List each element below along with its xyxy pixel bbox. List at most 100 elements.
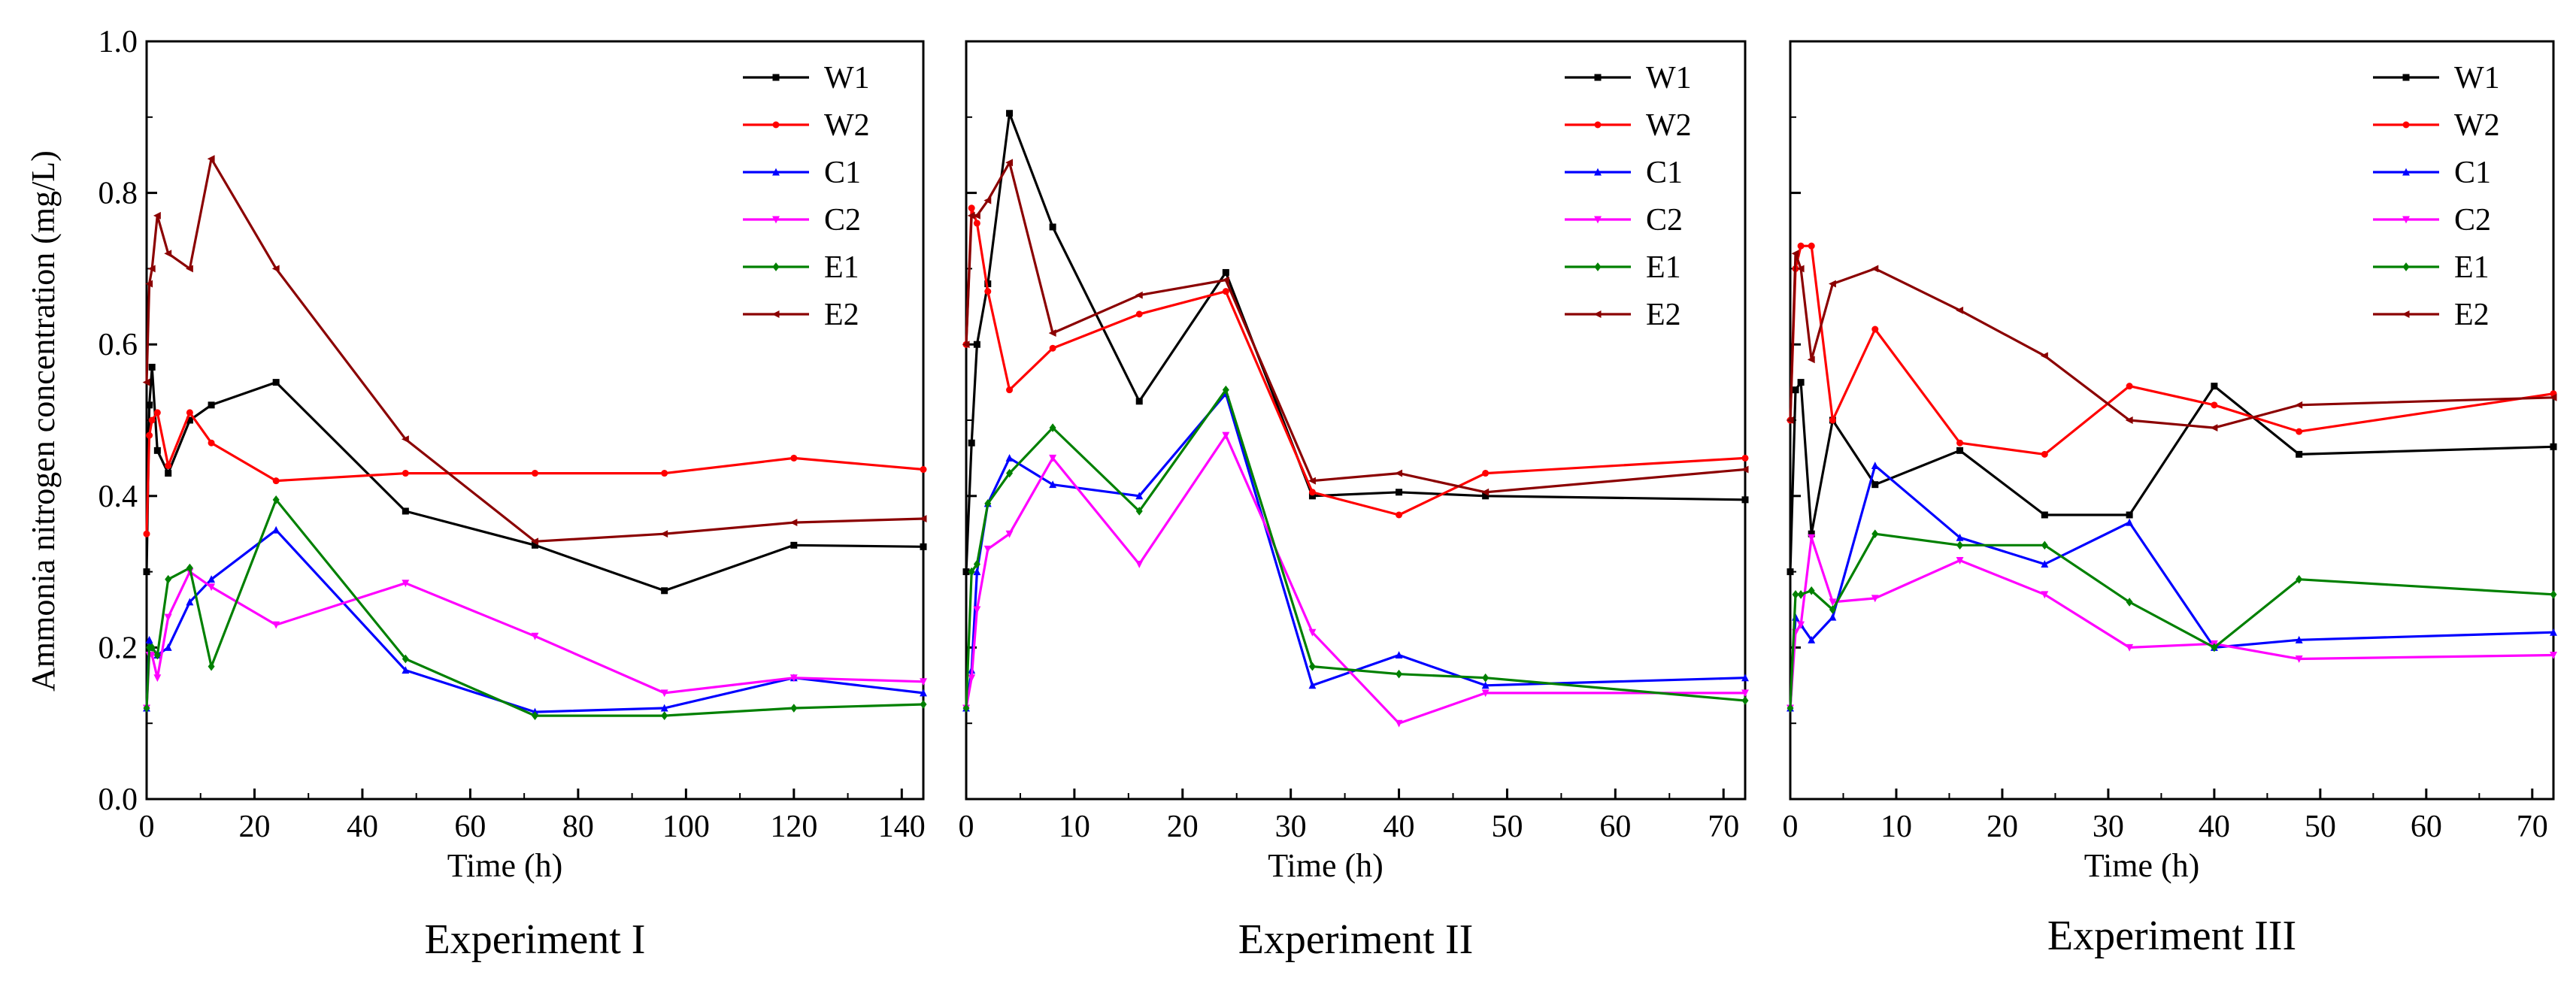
- data-point-e2: [983, 196, 992, 204]
- data-point-w1: [661, 587, 668, 595]
- data-point-e2: [1791, 250, 1799, 258]
- data-point-w1: [402, 507, 409, 515]
- data-point-e2: [1395, 469, 1403, 477]
- data-point-e1: [1871, 529, 1879, 539]
- data-point-e2: [153, 211, 161, 219]
- chart-panel-2: 0 10 20 30 40 50 60 70 W1 W2 C1 C2 E1 E2 Time (h) Exper…: [959, 40, 1749, 963]
- legend-label-c1: C1: [2454, 156, 2491, 190]
- data-point-w2: [402, 470, 409, 477]
- data-point-w1: [1135, 398, 1143, 405]
- panel-caption: Experiment I: [425, 916, 646, 963]
- data-point-c1: [920, 689, 927, 697]
- legend-label-c2: C2: [824, 203, 861, 238]
- data-point-e2: [1807, 356, 1815, 364]
- chart-panels: 0 20 40 60 80 100 120 1400.00.20.40.60.81.0W1W2…: [98, 25, 2557, 963]
- data-point-e2: [2549, 393, 2557, 401]
- data-point-c2: [2126, 643, 2134, 652]
- legend-marker-c1: [2402, 168, 2410, 176]
- data-point-e2: [972, 211, 980, 219]
- data-point-c2: [272, 621, 280, 629]
- data-point-c2: [2550, 651, 2557, 659]
- data-point-e2: [1481, 488, 1490, 496]
- data-point-w1: [1006, 110, 1014, 117]
- data-point-e1: [532, 711, 538, 720]
- legend-label-w2: W2: [2454, 108, 2500, 143]
- legend-label-e2: E2: [824, 298, 859, 332]
- data-point-e2: [1048, 329, 1056, 338]
- data-point-e1: [790, 704, 798, 713]
- y-tick-label: 0.4: [98, 480, 138, 514]
- data-point-c1: [2126, 518, 2134, 526]
- data-point-c2: [1135, 561, 1144, 568]
- data-point-c2: [1956, 556, 1964, 565]
- x-tick-label: 80: [562, 810, 594, 844]
- data-point-c2: [1005, 530, 1014, 538]
- data-point-e1: [962, 704, 970, 713]
- data-point-e2: [147, 265, 156, 273]
- legend-label-c1: C1: [824, 156, 861, 190]
- data-point-w2: [1808, 242, 1815, 250]
- data-point-c2: [1395, 719, 1403, 728]
- x-axis-title: Time (h): [2084, 847, 2200, 884]
- data-point-c2: [2295, 655, 2303, 663]
- data-point-c1: [1829, 613, 1837, 621]
- x-tick-label: 30: [2093, 810, 2124, 844]
- legend-marker-c2: [1594, 216, 1602, 224]
- data-point-w2: [532, 470, 538, 477]
- legend-marker-w1: [1594, 74, 1602, 81]
- x-axis-title: Time (h): [447, 847, 563, 884]
- data-point-w1: [208, 401, 215, 409]
- data-point-e1: [661, 711, 668, 720]
- data-point-w1: [1396, 489, 1403, 496]
- legend-label-w2: W2: [1646, 108, 1692, 143]
- data-point-c1: [1481, 681, 1490, 689]
- data-point-e1: [148, 643, 156, 652]
- data-point-e2: [164, 250, 172, 258]
- legend-marker-e2: [1593, 310, 1602, 318]
- data-point-w1: [146, 401, 153, 409]
- y-tick-label: 0.6: [98, 328, 138, 362]
- panel-caption: Experiment II: [1238, 916, 1474, 963]
- data-point-e2: [2040, 352, 2048, 360]
- x-tick-label: 140: [878, 810, 926, 844]
- legend-marker-e1: [772, 262, 780, 271]
- data-point-c2: [2041, 591, 2049, 599]
- legend-marker-e1: [2402, 262, 2410, 271]
- data-point-c2: [973, 606, 981, 614]
- data-point-c2: [660, 689, 668, 698]
- data-point-e1: [920, 700, 927, 709]
- data-point-c2: [1049, 454, 1057, 462]
- data-point-c1: [1871, 462, 1879, 469]
- data-point-w1: [1871, 481, 1879, 489]
- x-tick-label: 70: [2517, 810, 2548, 844]
- data-point-e1: [2211, 643, 2218, 652]
- data-point-c1: [660, 704, 668, 712]
- data-point-e1: [143, 704, 150, 713]
- data-point-w1: [1482, 492, 1490, 500]
- data-point-e1: [208, 662, 215, 671]
- data-point-w1: [920, 543, 927, 550]
- legend-marker-w1: [2402, 74, 2410, 81]
- legend-label-w1: W1: [1646, 61, 1692, 95]
- data-point-e1: [1792, 589, 1799, 599]
- data-point-w1: [2211, 383, 2218, 390]
- x-tick-label: 70: [1708, 810, 1739, 844]
- y-axis-label: Ammonia nitrogen concentration (mg/L): [25, 150, 62, 692]
- data-point-w1: [790, 541, 798, 549]
- data-point-e1: [1396, 669, 1403, 679]
- data-point-e2: [962, 341, 970, 349]
- y-tick-label: 1.0: [98, 25, 138, 59]
- data-point-w1: [973, 341, 980, 348]
- x-tick-label: 20: [238, 810, 270, 844]
- data-point-c1: [1956, 533, 1964, 541]
- y-tick-label: 0.0: [98, 783, 138, 817]
- data-point-c2: [1741, 689, 1749, 698]
- data-point-e2: [2125, 416, 2133, 424]
- data-point-c2: [402, 580, 410, 588]
- data-point-w1: [148, 363, 156, 371]
- x-tick-label: 0: [959, 810, 974, 844]
- x-tick-label: 30: [1275, 810, 1307, 844]
- data-point-c1: [2041, 560, 2049, 568]
- data-point-c1: [2295, 635, 2303, 643]
- data-point-e1: [1135, 507, 1143, 516]
